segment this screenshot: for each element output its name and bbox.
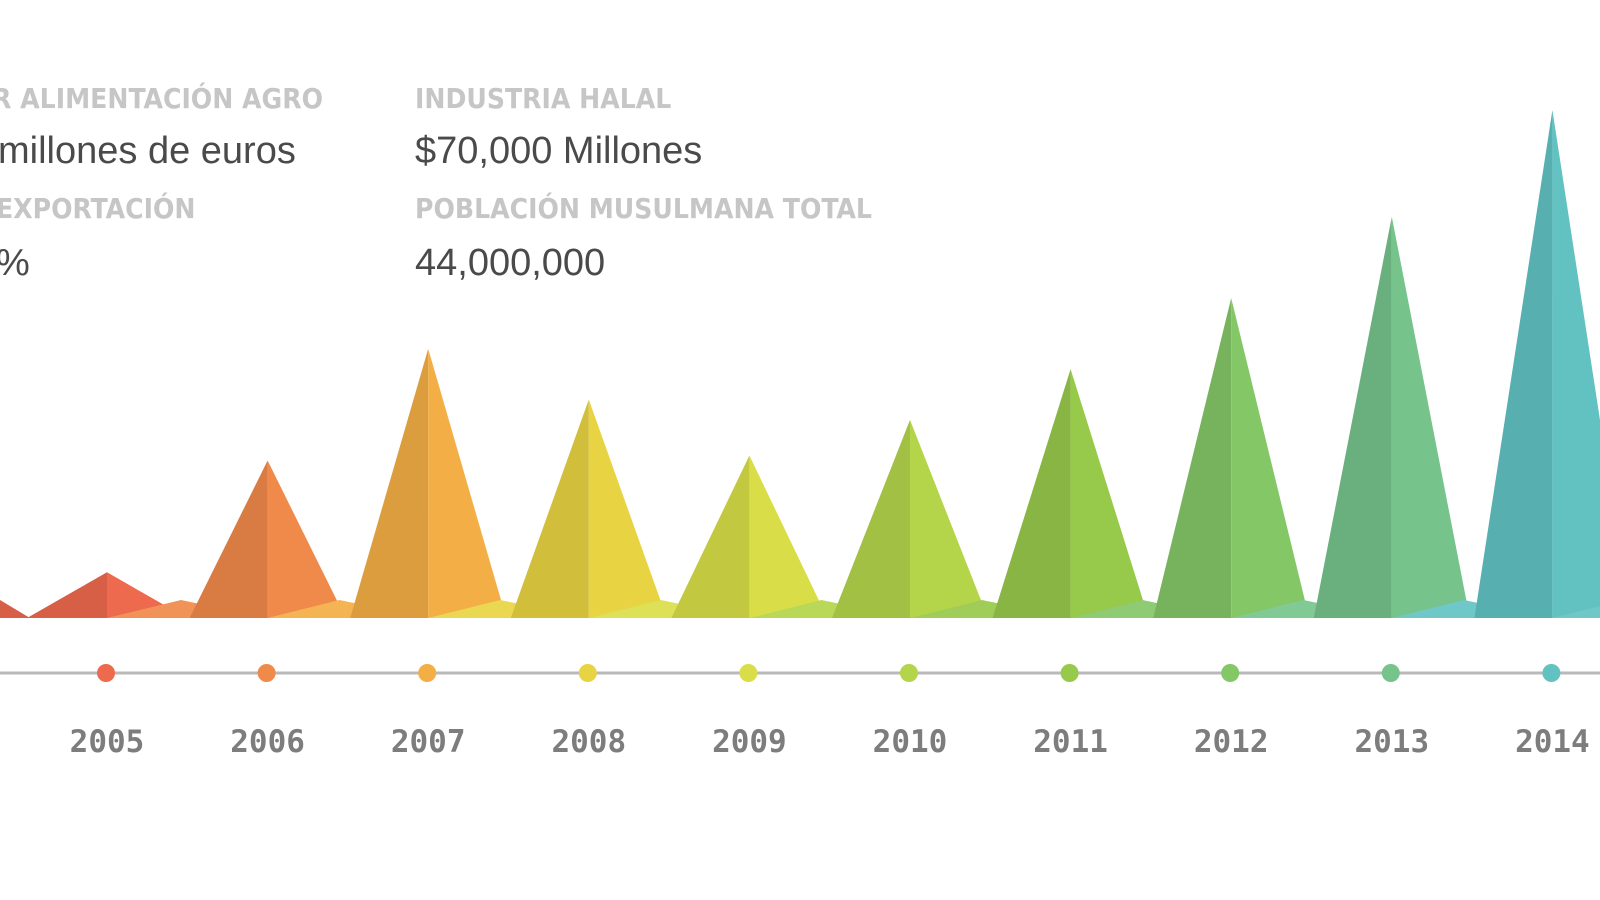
peak-left-face-2005	[27, 572, 107, 618]
timeline-dot-2011	[1060, 664, 1079, 682]
peak-right-face-2008	[588, 399, 667, 618]
peak-2006	[189, 460, 427, 618]
year-label-2009: 2009	[712, 724, 787, 760]
year-label-2006: 2006	[230, 724, 305, 760]
peak-right-face-2007	[428, 348, 507, 618]
halal-value: $70,000 Millones	[415, 130, 703, 172]
year-labels: 2005 2006 2007 2008 2009 2010 2011 2012 2013 2014	[70, 724, 1590, 760]
peak-left-face-2008	[510, 399, 589, 618]
year-label-2011: 2011	[1033, 724, 1108, 760]
peak-left-face-2011	[992, 369, 1071, 618]
peak-right-face-2011	[1070, 369, 1149, 618]
timeline-dot-2012	[1221, 664, 1240, 682]
population-value: 44,000,000	[415, 242, 606, 284]
peak-left-face-2014	[1474, 110, 1553, 618]
peak-left-face-2007	[350, 348, 429, 618]
year-label-2005: 2005	[70, 724, 145, 760]
peak-right-face-2009	[749, 455, 828, 618]
timeline-dot-2009	[739, 664, 758, 682]
ridge-2014	[1552, 606, 1600, 618]
peak-left-face-2006	[189, 460, 268, 618]
timeline-dot-2008	[578, 664, 597, 682]
peak-left-face-2010	[832, 419, 910, 618]
year-label-2012: 2012	[1194, 724, 1269, 760]
timeline-dot-2006	[257, 664, 276, 682]
population-label: POBLACIÓN MUSULMANA TOTAL	[415, 192, 872, 225]
peak-right-face-2012	[1231, 297, 1310, 618]
peak-left-face-2012	[1153, 297, 1232, 618]
lead-sliver	[0, 600, 30, 618]
peak-2014	[1474, 110, 1600, 618]
timeline-dot-2013	[1381, 664, 1400, 682]
peak-right-face-2014	[1552, 110, 1600, 618]
peaks-group	[0, 110, 1600, 618]
peak-right-face-2013	[1391, 216, 1470, 618]
year-label-2013: 2013	[1354, 724, 1429, 760]
year-label-2007: 2007	[391, 724, 466, 760]
peak-right-face-2006	[267, 460, 346, 618]
year-label-2008: 2008	[551, 724, 626, 760]
peak-left-face-2013	[1313, 216, 1392, 618]
peak-right-face-2010	[910, 419, 988, 618]
peak-left-face-2009	[671, 455, 750, 618]
export-label: EXPORTACIÓN	[0, 192, 196, 225]
timeline-dots	[97, 664, 1561, 682]
year-label-2014: 2014	[1515, 724, 1590, 760]
timeline-dot-2010	[900, 664, 918, 682]
timeline-dot-2014	[1542, 664, 1561, 682]
sector-label: R ALIMENTACIÓN AGRO	[0, 82, 324, 115]
timeline-dot-2005	[97, 664, 115, 682]
year-label-2010: 2010	[873, 724, 948, 760]
sector-value: millones de euros	[0, 130, 296, 172]
export-value: %	[0, 242, 30, 285]
timeline-dot-2007	[418, 664, 437, 682]
halal-label: INDUSTRIA HALAL	[415, 82, 672, 115]
